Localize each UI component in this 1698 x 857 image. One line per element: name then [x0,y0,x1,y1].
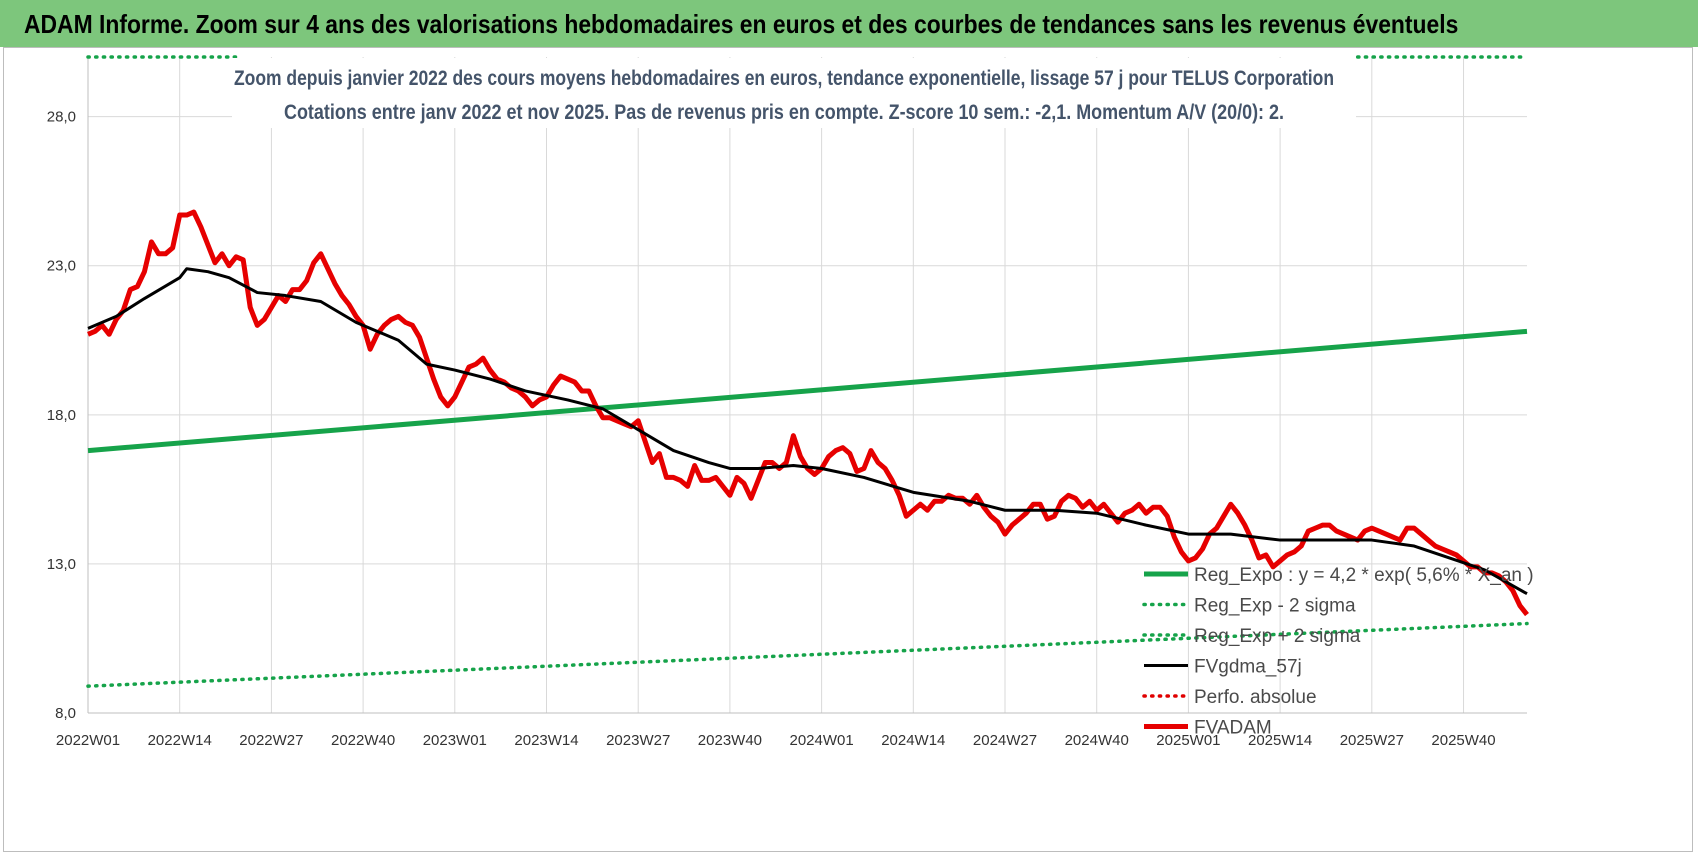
chart-title-line: Cotations entre janv 2022 et nov 2025. P… [284,101,1284,124]
x-tick-label: 2022W27 [239,732,303,749]
x-tick-label: 2022W01 [56,732,120,749]
chart-title-background [232,58,1356,128]
y-tick-label: 18,0 [47,407,76,424]
y-tick-label: 23,0 [47,258,76,275]
y-tick-label: 28,0 [47,109,76,126]
report-banner: ADAM Informe. Zoom sur 4 ans des valoris… [0,0,1698,47]
x-tick-label: 2023W40 [698,732,762,749]
x-tick-label: 2025W40 [1431,732,1495,749]
fvadam-line [87,209,1529,617]
chart-title-line: Zoom depuis janvier 2022 des cours moyen… [234,67,1334,90]
x-tick-label: 2022W40 [331,732,395,749]
x-tick-label: 2025W14 [1248,732,1312,749]
chart-frame: 8,0 13,0 18,0 23,0 28,0 2022W01 2022W14 2022W27… [3,47,1693,852]
legend-reg-expo-label: Reg_Expo : y = 4,2 * exp( 5,6% * X_an ) [1194,565,1534,586]
reg-expo-line [87,328,1528,454]
x-tick-label: 2022W14 [148,732,212,749]
x-tick-label: 2023W27 [606,732,670,749]
x-tick-label: 2024W14 [881,732,945,749]
line-chart: 8,0 13,0 18,0 23,0 28,0 2022W01 2022W14 2022W27… [47,55,1534,749]
legend-fvgdma-label: FVgdma_57j [1194,657,1302,678]
legend-fvadam-label: FVADAM [1194,718,1272,739]
report-title: ADAM Informe. Zoom sur 4 ans des valoris… [24,9,1459,39]
legend-perfo-absolue-label: Perfo. absolue [1194,687,1317,708]
y-tick-label: 8,0 [55,705,76,722]
reg-exp-minus-2sigma-line [86,621,1529,688]
fvgdma-57j-line [87,267,1528,596]
x-tick-label: 2024W27 [973,732,1037,749]
legend-reg-exp-minus-label: Reg_Exp - 2 sigma [1194,596,1356,617]
legend-reg-exp-plus-label: Reg_Exp + 2 sigma [1194,626,1361,647]
x-tick-label: 2024W01 [789,732,853,749]
x-tick-label: 2024W40 [1065,732,1129,749]
y-tick-label: 13,0 [47,556,76,573]
x-tick-label: 2025W27 [1340,732,1404,749]
x-tick-label: 2023W01 [423,732,487,749]
x-tick-label: 2025W01 [1156,732,1220,749]
x-tick-label: 2023W14 [514,732,578,749]
